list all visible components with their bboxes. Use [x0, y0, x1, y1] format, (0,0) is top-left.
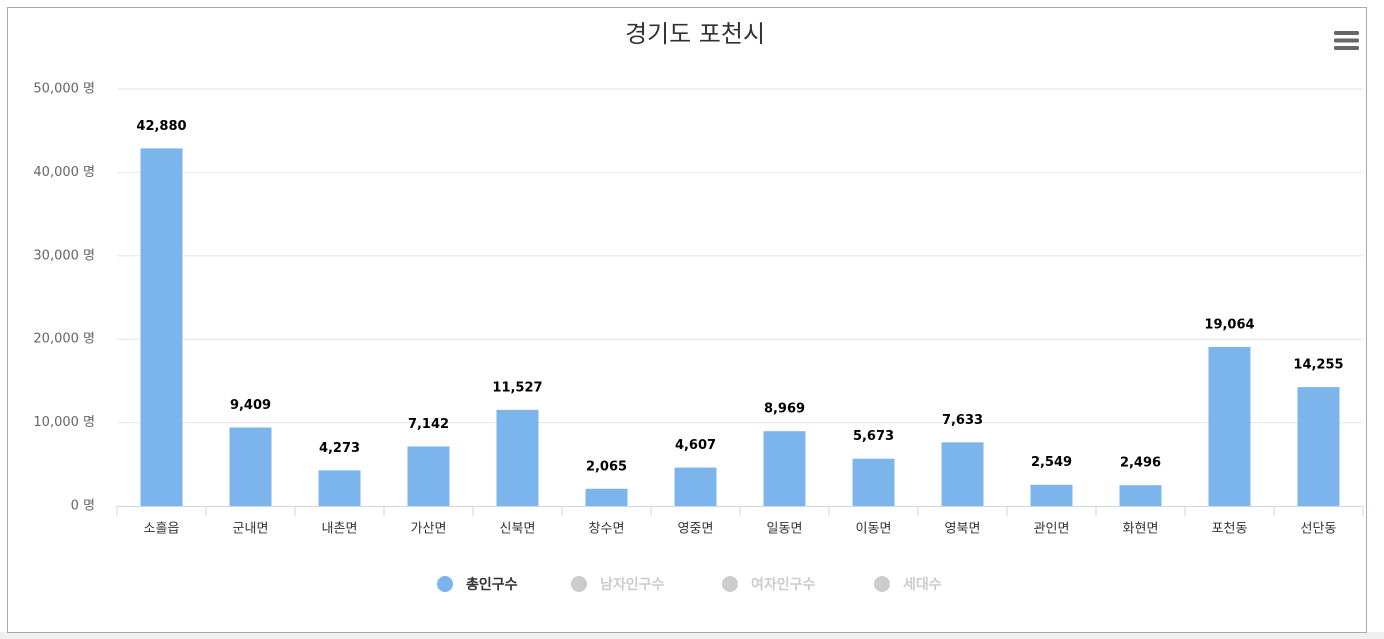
bar — [140, 148, 183, 506]
bar — [1030, 484, 1073, 506]
legend-label: 세대수 — [903, 577, 942, 593]
legend-item[interactable]: 세대수 — [874, 576, 942, 593]
bar — [941, 442, 984, 506]
legend-marker — [874, 576, 890, 592]
bar — [318, 470, 361, 506]
legend-label: 여자인구수 — [751, 576, 816, 593]
data-label: 9,409 — [230, 398, 271, 413]
bar — [763, 431, 806, 506]
legend-label: 남자인구수 — [600, 576, 665, 593]
bar — [674, 467, 717, 506]
data-label: 14,255 — [1293, 358, 1343, 373]
x-tick-label: 창수면 — [589, 522, 625, 537]
data-label: 4,273 — [319, 441, 360, 456]
y-tick-label: 20,000 명 — [33, 332, 95, 347]
y-tick-label: 40,000 명 — [33, 165, 95, 180]
bar — [1208, 347, 1251, 506]
x-tick-label: 신북면 — [500, 522, 536, 537]
y-tick-label: 10,000 명 — [33, 415, 95, 430]
bar — [229, 427, 272, 506]
menu-bar — [1334, 38, 1359, 43]
x-tick-label: 화현면 — [1123, 522, 1159, 537]
bottom-strip — [0, 632, 1384, 639]
data-label: 4,607 — [675, 438, 716, 453]
menu-bar — [1334, 31, 1359, 35]
y-tick-label: 0 명 — [71, 499, 95, 514]
x-tick-label: 가산면 — [411, 522, 447, 537]
legend-marker — [437, 576, 453, 592]
x-tick-label: 영북면 — [945, 522, 981, 537]
x-tick-label: 일동면 — [767, 522, 803, 537]
x-tick-label: 이동면 — [856, 522, 892, 537]
x-tick-label: 내촌면 — [322, 522, 358, 537]
legend-item[interactable]: 여자인구수 — [722, 576, 816, 593]
bar — [407, 446, 450, 506]
data-label: 11,527 — [492, 380, 542, 395]
menu-button[interactable] — [1334, 31, 1359, 50]
legend-label: 총인구수 — [466, 576, 518, 593]
x-tick-label: 선단동 — [1301, 522, 1337, 537]
x-tick-label: 군내면 — [233, 522, 269, 537]
data-label: 42,880 — [136, 119, 186, 134]
data-label: 19,064 — [1204, 318, 1254, 333]
chart-border — [7, 7, 1367, 633]
data-label: 2,065 — [586, 459, 627, 474]
legend-marker — [571, 576, 587, 592]
data-label: 7,633 — [942, 413, 983, 428]
bar — [1297, 387, 1340, 506]
data-label: 2,496 — [1120, 456, 1161, 471]
x-tick-label: 영중면 — [678, 522, 714, 537]
bar — [852, 458, 895, 506]
data-label: 5,673 — [853, 429, 894, 444]
x-tick-label: 관인면 — [1034, 522, 1070, 537]
legend-item[interactable]: 남자인구수 — [571, 576, 665, 593]
bar — [1119, 485, 1162, 506]
y-tick-label: 50,000 명 — [33, 82, 95, 97]
y-tick-label: 30,000 명 — [33, 248, 95, 263]
chart-title: 경기도 포천시 — [625, 20, 765, 48]
x-tick-label: 소흘읍 — [144, 522, 180, 537]
menu-bar — [1334, 46, 1359, 50]
legend-marker — [722, 576, 738, 592]
data-label: 7,142 — [408, 417, 449, 432]
x-tick-label: 포천동 — [1212, 522, 1248, 537]
bar — [585, 488, 628, 506]
bar — [496, 409, 539, 506]
legend-item[interactable]: 총인구수 — [437, 576, 518, 593]
data-label: 2,549 — [1031, 455, 1072, 470]
data-label: 8,969 — [764, 402, 805, 417]
